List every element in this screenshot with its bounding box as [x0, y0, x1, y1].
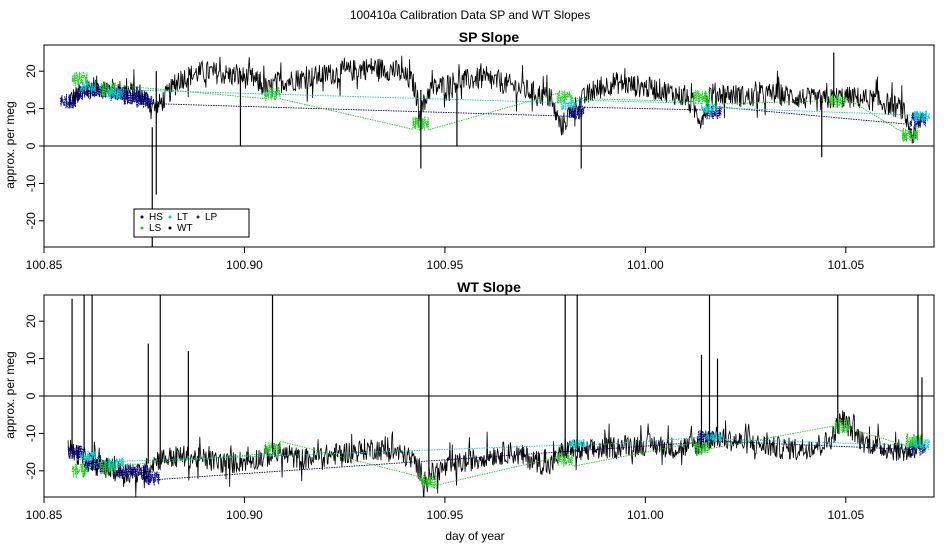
legend-wt-marker [168, 226, 172, 230]
wt-slope-y-axis: -20 -10 0 10 20 [24, 314, 44, 479]
legend-lp-marker [196, 215, 200, 219]
wt-slope-series-wt [67, 410, 923, 497]
wt-slope-ytick-label: 10 [24, 352, 38, 366]
wt-slope-xtick-label: 101.05 [827, 508, 864, 522]
sp-slope-xtick-label: 101.05 [827, 258, 864, 272]
wt-slope-ytick-label: 20 [24, 314, 38, 328]
legend: HS LS LT WT LP [133, 208, 250, 238]
wt-slope-series-group [44, 295, 934, 497]
legend-hs-label: HS [149, 212, 163, 223]
sp-slope-x-axis: 100.85 100.90 100.95 101.00 101.05 [26, 247, 864, 272]
legend-box [133, 208, 250, 238]
legend-hs-marker [140, 215, 144, 219]
wt-slope-title: WT Slope [457, 279, 521, 295]
sp-slope-xtick-label: 100.85 [26, 258, 63, 272]
sp-slope-ytick-label: 0 [24, 142, 38, 149]
sp-slope-xtick-label: 101.00 [627, 258, 664, 272]
wt-slope-ytick-label: -20 [24, 462, 38, 480]
wt-slope-plot-area [44, 295, 934, 497]
legend-ls-label: LS [149, 223, 162, 234]
sp-slope-ytick-label: 20 [24, 64, 38, 78]
wt-slope-ylabel: approx. per meg [3, 351, 17, 438]
sp-slope-ytick-label: -10 [24, 174, 38, 192]
wt-slope-ytick-label: -10 [24, 424, 38, 442]
sp-slope-series-ls [71, 70, 919, 143]
wt-slope-xtick-label: 100.95 [427, 508, 464, 522]
legend-wt-label: WT [177, 223, 193, 234]
wt-slope-xtick-label: 100.85 [26, 508, 63, 522]
legend-lt-label: LT [177, 212, 188, 223]
sp-slope-title: SP Slope [459, 29, 520, 45]
sp-slope-plot-area [44, 52, 934, 247]
sp-slope-series-hs [59, 82, 927, 128]
sp-slope-series-lt [79, 80, 931, 123]
sp-slope-series-group [44, 52, 934, 247]
wt-slope-xtick-label: 101.00 [627, 508, 664, 522]
sp-slope-y-axis: -20 -10 0 10 20 [24, 64, 44, 229]
sp-slope-ytick-label: -20 [24, 212, 38, 230]
sp-slope-xtick-label: 100.90 [226, 258, 263, 272]
wt-slope-x-axis: 100.85 100.90 100.95 101.00 101.05 [26, 497, 864, 522]
wt-slope-series-ls [71, 418, 923, 490]
figure-title: 100410a Calibration Data SP and WT Slope… [350, 8, 590, 22]
wt-slope-xtick-label: 100.90 [226, 508, 263, 522]
sp-slope-ytick-label: 10 [24, 102, 38, 116]
sp-slope-ylabel: approx. per meg [3, 101, 17, 188]
wt-slope-ytick-label: 0 [24, 392, 38, 399]
wt-slope-series-lt [79, 431, 931, 470]
sp-slope-panel: SP Slope approx. per meg -20 -10 0 10 20 100… [3, 29, 935, 272]
sp-slope-xtick-label: 100.95 [427, 258, 464, 272]
sp-slope-series-wt [67, 55, 923, 144]
wt-slope-xlabel: day of year [445, 529, 504, 543]
legend-ls-marker [140, 226, 144, 230]
wt-slope-panel: WT Slope approx. per meg -20 -10 0 10 20 100… [3, 279, 935, 543]
legend-lp-label: LP [205, 212, 218, 223]
legend-lt-marker [168, 215, 172, 219]
